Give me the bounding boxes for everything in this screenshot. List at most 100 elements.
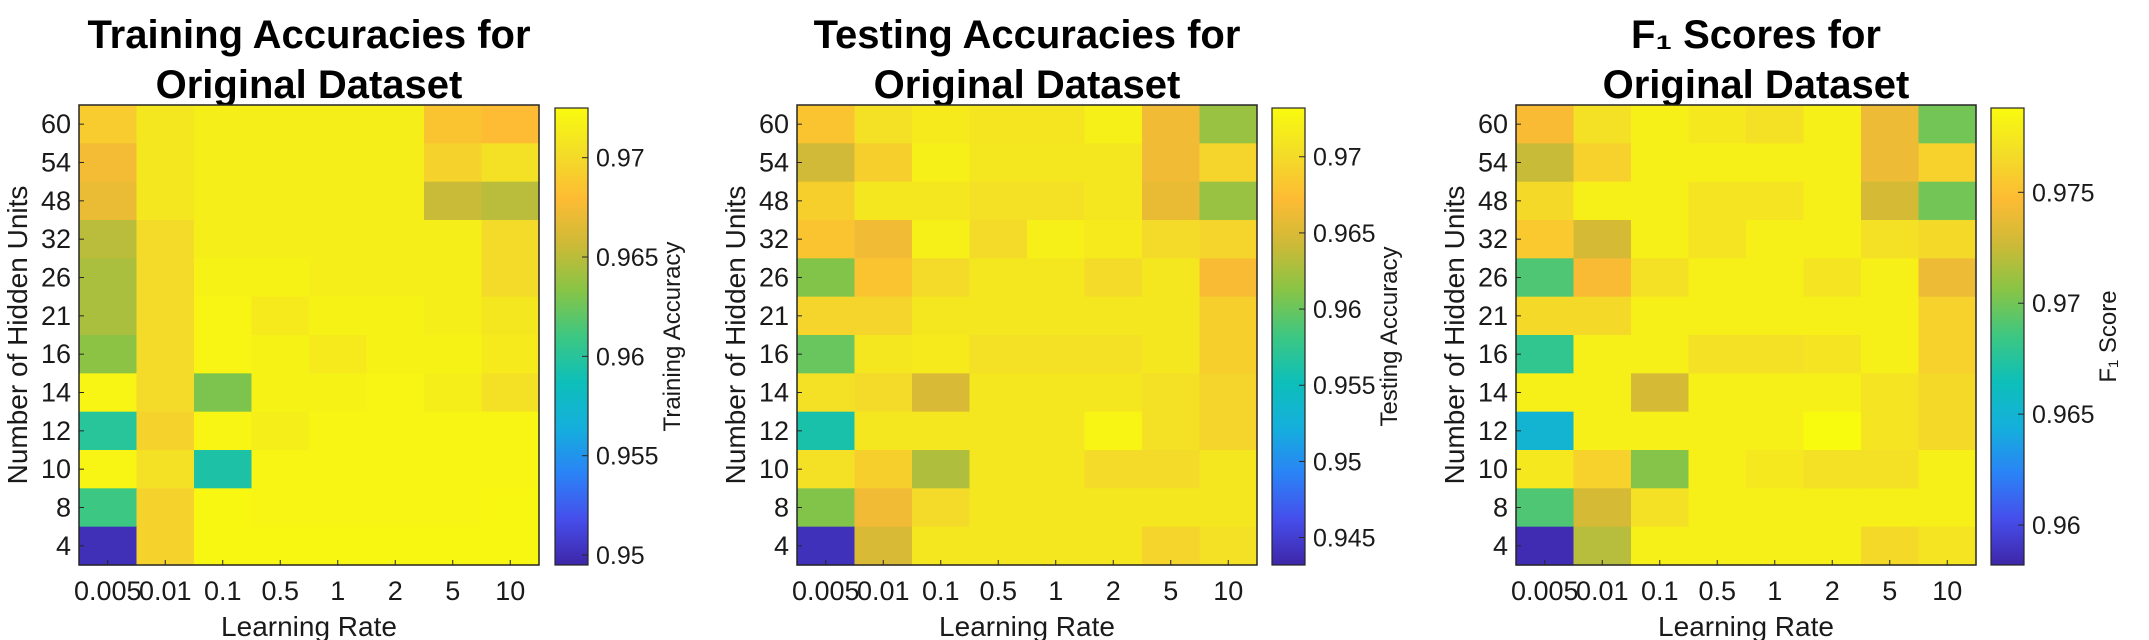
heatmap-cell [912, 526, 971, 566]
heatmap-cell [1142, 220, 1201, 259]
heatmap-cell [912, 335, 971, 374]
heatmap-cell [1803, 373, 1862, 413]
heatmap-cell [1918, 450, 1977, 489]
heatmap-cell [1803, 411, 1862, 451]
heatmap-cell [424, 181, 483, 221]
heatmap-cell [481, 181, 540, 221]
y-tick-label: 8 [56, 493, 71, 523]
heatmap-cell [366, 181, 425, 221]
heatmap-cell [1631, 450, 1690, 489]
heatmap-cell [1516, 488, 1575, 528]
heatmap-cell [1516, 181, 1575, 221]
heatmap-cell [1688, 335, 1747, 374]
heatmap-cell [1746, 411, 1805, 451]
heatmap-cell [1199, 220, 1258, 259]
heatmap-cell [251, 220, 310, 259]
x-tick-label: 1 [330, 576, 345, 606]
heatmap-cell [797, 488, 856, 528]
heatmap-cell [969, 488, 1028, 528]
heatmap-cell [1918, 526, 1977, 566]
heatmap-cell [1803, 488, 1862, 528]
heatmap-cell [79, 526, 138, 566]
heatmap-cell [481, 373, 540, 413]
heatmap-cell [1861, 105, 1920, 144]
colorbar [1990, 107, 2025, 566]
heatmap-cell [366, 450, 425, 489]
heatmap-cell [1573, 411, 1632, 451]
heatmap-cell [1084, 105, 1143, 144]
heatmap-cell [136, 105, 195, 144]
y-tick-label: 21 [1478, 301, 1508, 331]
heatmap-cell [481, 143, 540, 183]
heatmap-cell [1803, 258, 1862, 298]
heatmap-cell [1746, 220, 1805, 259]
heatmap-cell [136, 335, 195, 374]
heatmap-cell [1861, 450, 1920, 489]
heatmap-cell [251, 526, 310, 566]
heatmap-cell [251, 181, 310, 221]
heatmap-cell [1861, 526, 1920, 566]
heatmap-cell [1631, 220, 1690, 259]
chart-title-line: Original Dataset [1603, 63, 1910, 107]
heatmap-cell [79, 296, 138, 336]
heatmap-cell [79, 143, 138, 183]
x-tick-label: 2 [1106, 576, 1121, 606]
colorbar-tick-label: 0.96 [2032, 512, 2081, 540]
heatmap-cell [1631, 181, 1690, 221]
heatmap-cell [1918, 488, 1977, 528]
x-axis-label: Learning Rate [1658, 611, 1834, 640]
heatmap-cell [424, 488, 483, 528]
heatmap-cell [309, 258, 368, 298]
x-tick-label: 0.5 [1698, 576, 1736, 606]
heatmap-cell [1199, 488, 1258, 528]
heatmap-cell [194, 488, 253, 528]
heatmap-cell [912, 105, 971, 144]
heatmap-cell [1746, 488, 1805, 528]
heatmap-cell [251, 296, 310, 336]
heatmap-cell [366, 373, 425, 413]
heatmap-cell [1803, 181, 1862, 221]
heatmap-cell [1861, 220, 1920, 259]
heatmap-cell [1631, 488, 1690, 528]
y-tick-label: 12 [759, 416, 789, 446]
y-tick-label: 14 [759, 378, 789, 408]
heatmap-cell [854, 373, 913, 413]
x-tick-label: 10 [495, 576, 525, 606]
heatmap-cell [1861, 143, 1920, 183]
heatmap-cell [1027, 296, 1086, 336]
heatmap-cell [136, 181, 195, 221]
y-tick-label: 26 [759, 263, 789, 293]
y-axis-label: Number of Hidden Units [1439, 186, 1470, 485]
heatmap-cell [912, 411, 971, 451]
heatmap-cell [136, 373, 195, 413]
heatmap-cell [1084, 450, 1143, 489]
heatmap-cell [1746, 143, 1805, 183]
heatmap-cell [366, 220, 425, 259]
heatmap-cell [1142, 105, 1201, 144]
heatmap-cell [1631, 373, 1690, 413]
colorbar-label: Testing Accuracy [1376, 246, 1403, 426]
heatmap-cell [969, 220, 1028, 259]
heatmap-cell [1084, 143, 1143, 183]
heatmap-cell [1516, 450, 1575, 489]
y-tick-label: 10 [41, 454, 71, 484]
heatmap-cell [1688, 181, 1747, 221]
heatmap-cell [1516, 526, 1575, 566]
heatmap-cell [251, 411, 310, 451]
heatmap-cell [1199, 258, 1258, 298]
heatmap-cell [1918, 143, 1977, 183]
heatmap-cell [1573, 296, 1632, 336]
heatmap-cell [1027, 526, 1086, 566]
heatmap-cell [194, 143, 253, 183]
heatmap-cell [481, 220, 540, 259]
colorbar-tick-label: 0.955 [1313, 372, 1376, 400]
heatmap-cell [136, 220, 195, 259]
y-tick-label: 26 [1478, 263, 1508, 293]
heatmap-cell [251, 143, 310, 183]
y-tick-label: 21 [759, 301, 789, 331]
heatmap-cell [251, 258, 310, 298]
heatmap-cell [1084, 411, 1143, 451]
heatmap-cell [1746, 296, 1805, 336]
heatmap-cell [1199, 373, 1258, 413]
heatmap-cell [136, 296, 195, 336]
